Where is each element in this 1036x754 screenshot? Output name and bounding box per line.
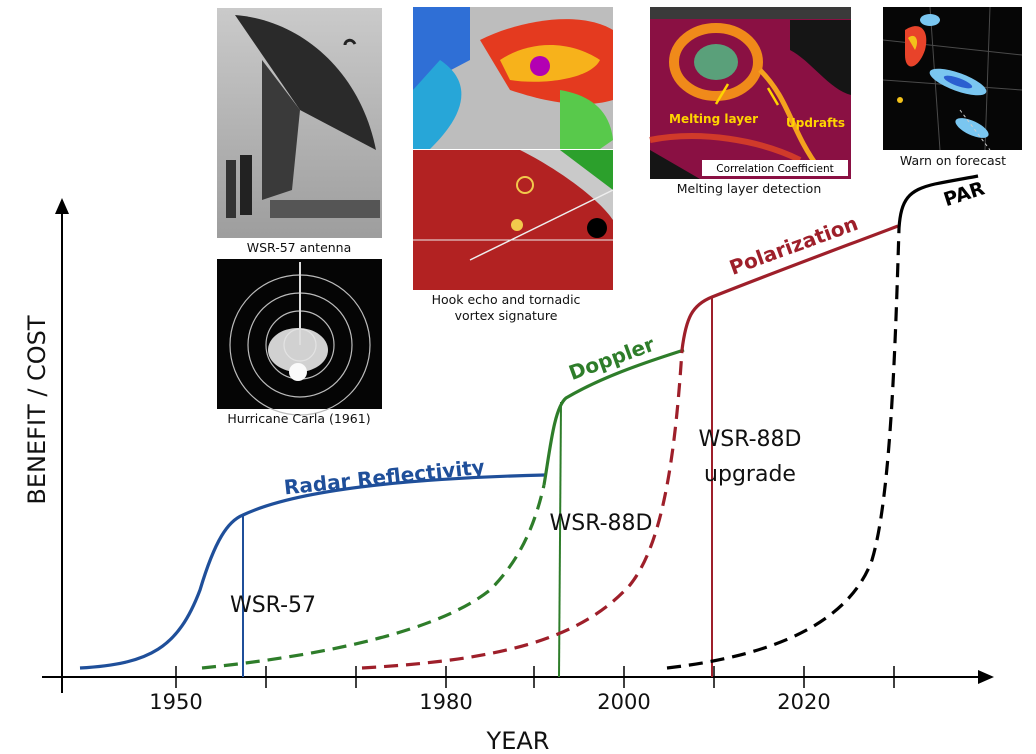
hook-echo-velocity-photo [413,150,614,290]
wsr57-antenna-photo [217,8,382,238]
polarization-curve [680,224,899,351]
warn-on-forecast-photo [882,6,1023,151]
par-dashed-curve [666,227,901,670]
x-tick-label-2000: 2000 [597,690,650,714]
radar-reflectivity-label: Radar Reflectivity [283,455,486,500]
polarization-label: Polarization [726,211,861,280]
x-axis-ticks [175,666,895,688]
y-axis-arrowhead [55,198,69,214]
wsr88d-label: WSR-88D [550,511,653,536]
radar-reflectivity-curve [79,473,546,670]
hurricane-carla-photo [217,259,382,416]
x-axis-title: YEAR [486,727,550,754]
melting-layer-caption: Melting layer detection [677,181,822,196]
par-curve [897,174,979,229]
wsr88d-milestone-line [558,401,562,678]
axes [42,198,994,693]
polarization-dashed-curve [361,349,684,670]
wsr88d-upgrade-label-line1: WSR-88D [699,427,802,452]
hook-echo-caption-line2: vortex signature [455,308,558,323]
wsr88d-upgrade-label-line2: upgrade [704,462,796,487]
x-axis-arrowhead [978,670,994,684]
x-tick-label-1980: 1980 [419,690,472,714]
warn-on-forecast-caption: Warn on forecast [900,153,1006,168]
doppler-curve [542,348,685,486]
hook-echo-reflectivity-photo [413,7,613,149]
correlation-coefficient-banner: Correlation Coefficient [716,163,834,175]
y-axis-title: BENEFIT / COST [23,315,51,505]
melting-layer-photo-label: Melting layer [669,112,758,126]
updrafts-photo-label: Updrafts [786,116,845,130]
wsr57-antenna-caption: WSR-57 antenna [247,240,352,255]
x-tick-label-2020: 2020 [777,690,830,714]
doppler-dashed-curve [201,484,546,670]
wsr57-label: WSR-57 [230,593,316,618]
hook-echo-caption-line1: Hook echo and tornadic [432,292,581,307]
hurricane-carla-caption: Hurricane Carla (1961) [227,411,370,426]
melting-layer-photo [649,7,851,179]
x-tick-label-1950: 1950 [149,690,202,714]
